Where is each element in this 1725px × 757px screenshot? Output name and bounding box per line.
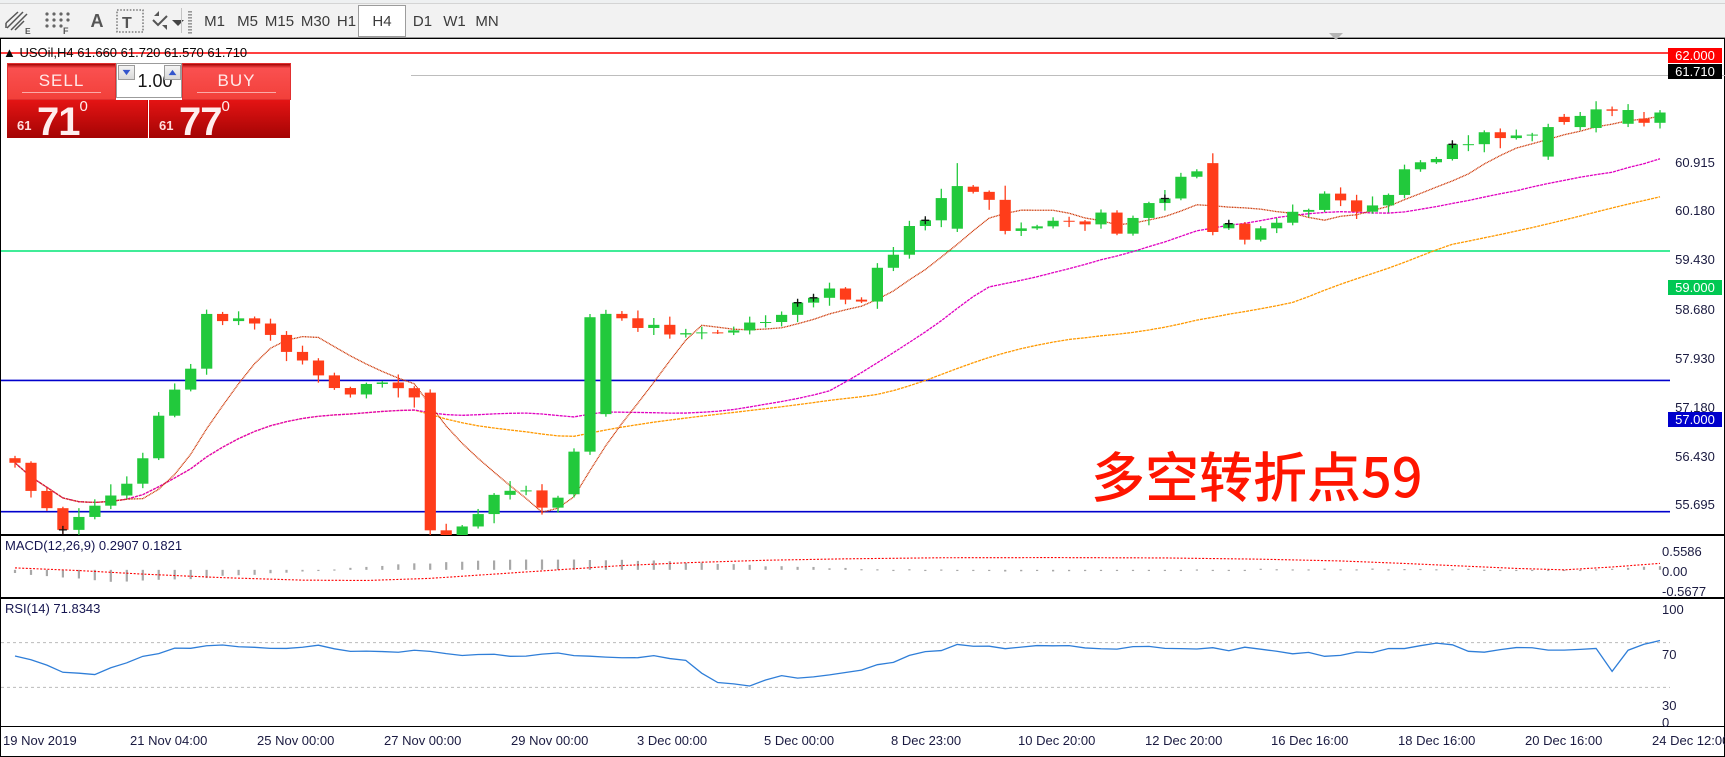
svg-text:T: T [122,15,132,32]
svg-text:F: F [63,26,69,36]
svg-text:E: E [25,26,31,36]
